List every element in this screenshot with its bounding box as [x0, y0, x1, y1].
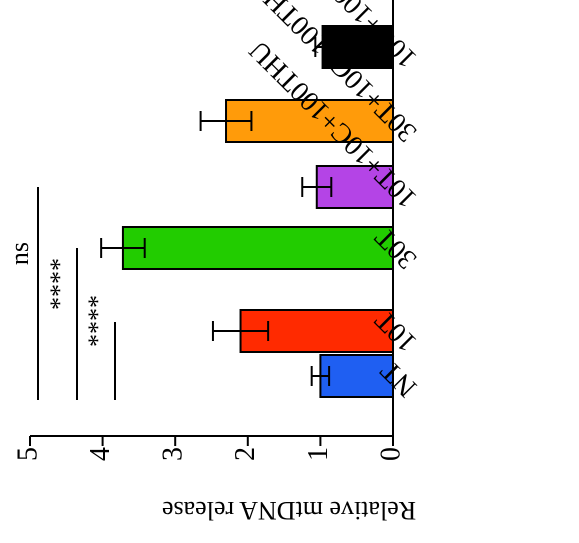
bar-5 — [321, 25, 394, 69]
tick-label-1: 1 — [303, 447, 334, 461]
error-bar-1 — [211, 321, 270, 341]
significance-label-2: ns — [5, 242, 34, 265]
tick-label-2: 2 — [230, 447, 261, 461]
significance-bracket-2: ns — [5, 187, 39, 400]
error-bar-0 — [310, 366, 331, 386]
significance-bracket-0: **** — [83, 295, 116, 400]
tick-label-5: 5 — [12, 447, 43, 461]
error-bar-3 — [301, 177, 333, 197]
significance-label-1: **** — [45, 258, 74, 310]
error-bar-4 — [199, 111, 253, 131]
significance-bracket-1: **** — [45, 248, 78, 400]
error-bar-2 — [100, 238, 146, 258]
error-bar-5 — [314, 37, 331, 57]
tick-label-0: 0 — [375, 447, 406, 461]
tick-label-3: 3 — [158, 447, 189, 461]
value-axis-title: Relative mtDNA release — [162, 496, 416, 525]
significance-label-0: **** — [83, 295, 112, 347]
bar-2 — [121, 226, 394, 270]
tick-label-4: 4 — [85, 447, 116, 461]
